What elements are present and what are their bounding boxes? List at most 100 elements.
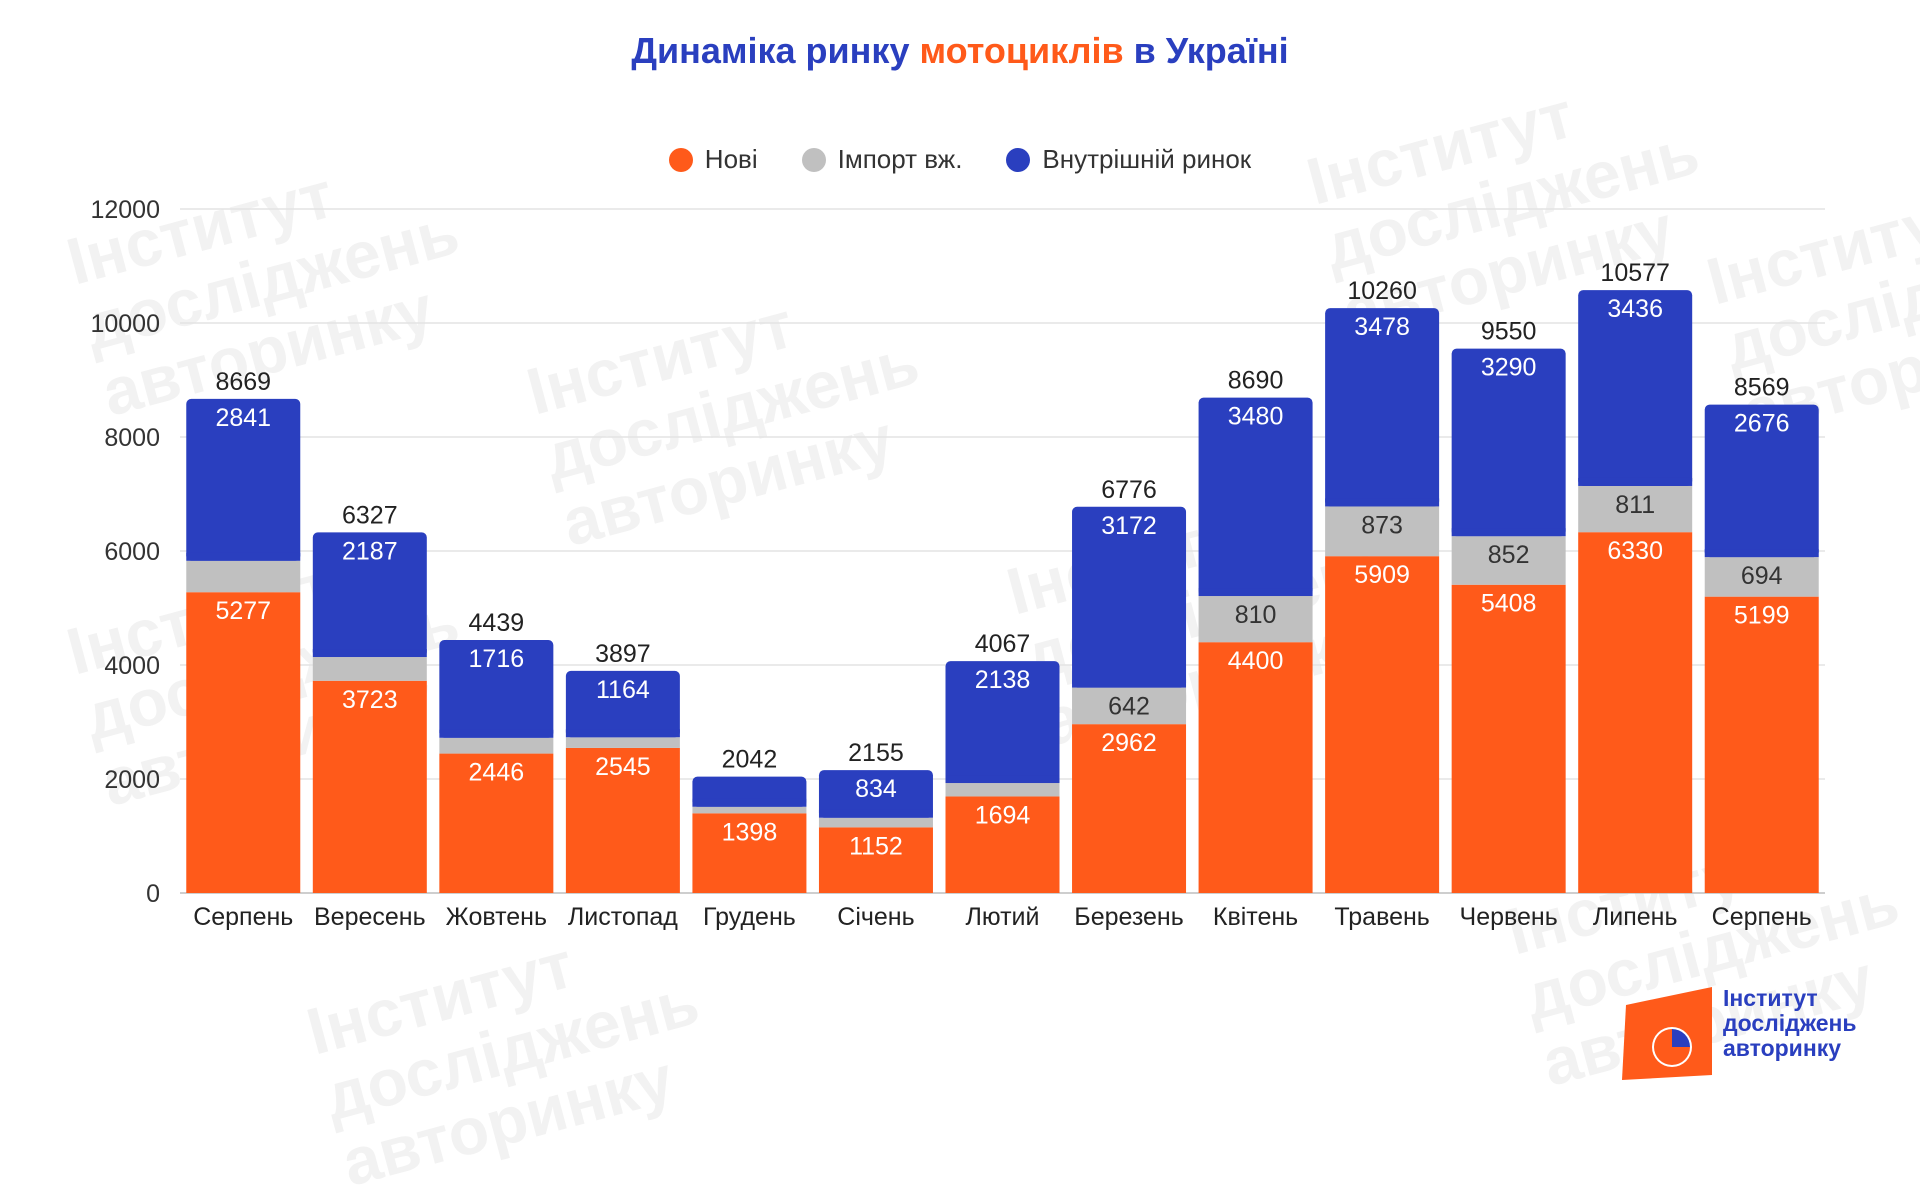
bar-segment-patch	[1451, 528, 1566, 537]
legend-item-new: Нові	[668, 144, 758, 175]
bar-data-label: 5199	[1734, 602, 1790, 630]
legend-label-new: Нові	[704, 144, 758, 174]
x-tick-label: Квітень	[1213, 903, 1298, 931]
bar-segment	[818, 770, 933, 818]
bar-segment	[945, 661, 1060, 784]
bar-segment	[312, 680, 427, 893]
bar-segment	[1325, 506, 1440, 557]
bar-segment	[186, 592, 301, 893]
bar-segment-patch	[818, 809, 933, 818]
bar-data-label: 642	[1108, 693, 1150, 721]
bar-total-label: 10577	[1600, 259, 1670, 287]
bar-total-label: 6327	[342, 501, 398, 529]
bar-data-label: 3723	[342, 686, 398, 714]
x-tick-label: Січень	[837, 903, 914, 931]
y-tick-label: 10000	[90, 310, 160, 338]
y-tick-label: 0	[146, 880, 160, 908]
legend: Нові Імпорт вж. Внутрішній ринок	[0, 144, 1920, 175]
bar-data-label: 834	[855, 775, 897, 803]
bar-total-label: 4439	[469, 609, 525, 637]
y-tick-label: 8000	[104, 424, 160, 452]
bar-data-label: 1694	[975, 801, 1031, 829]
bar-segment	[186, 560, 301, 593]
bar-segment	[1451, 348, 1566, 537]
logo-line1: Інститут	[1723, 985, 1818, 1011]
x-tick-label: Лютий	[966, 903, 1040, 931]
logo-line3: авторинку	[1723, 1035, 1842, 1061]
bar-data-label: 3478	[1354, 313, 1410, 341]
bar-segment-patch	[1325, 498, 1440, 507]
bar-total-label: 4067	[975, 630, 1031, 658]
bar-data-label: 1716	[469, 645, 525, 673]
bar-data-label: 5277	[215, 597, 271, 625]
bar-total-label: 8569	[1734, 374, 1790, 402]
bar-data-label: 3480	[1228, 403, 1284, 431]
bar-segment-patch	[186, 552, 301, 561]
x-tick-label: Вересень	[314, 903, 426, 931]
bar-segment	[1325, 308, 1440, 507]
y-tick-label: 12000	[90, 196, 160, 224]
bar-segment	[565, 747, 680, 893]
bar-data-label: 1152	[849, 832, 903, 860]
y-tick-label: 4000	[104, 652, 160, 680]
bar-data-label: 694	[1741, 562, 1783, 590]
logo-text: Інститут досліджень авторинку	[1723, 986, 1857, 1061]
bar-segment	[1578, 532, 1693, 893]
chart-title: Динаміка ринку мотоциклів в Україні	[0, 30, 1920, 72]
legend-dot-import-icon	[801, 147, 826, 172]
bar-data-label: 6330	[1607, 537, 1663, 565]
bar-total-label: 9550	[1481, 318, 1537, 346]
bar-segment-patch	[439, 729, 554, 738]
bar-segment	[945, 796, 1060, 893]
bar-segment	[1578, 290, 1693, 486]
bar-total-label: 2155	[848, 739, 904, 767]
x-tick-label: Червень	[1460, 903, 1558, 931]
bar-segment	[312, 657, 427, 681]
bar-data-label: 2446	[469, 759, 525, 787]
bar-total-label: 6776	[1101, 476, 1157, 504]
bar-data-label: 2138	[975, 666, 1031, 694]
stacked-bar-chart: 0 2000 4000 6000 8000 10000 12000 5277 2841 8669 С…	[90, 196, 1825, 931]
x-tick-label: Жовтень	[446, 903, 547, 931]
bar-segment	[1198, 596, 1313, 643]
legend-label-domestic: Внутрішній ринок	[1042, 144, 1252, 174]
bar-data-label: 4400	[1228, 647, 1284, 675]
bar-segment	[565, 670, 680, 738]
bar-data-label: 3436	[1607, 295, 1663, 323]
bar-segment	[439, 753, 554, 893]
y-tick-label: 2000	[104, 766, 160, 794]
bar-total-label: 8690	[1228, 367, 1284, 395]
legend-item-import: Імпорт вж.	[801, 144, 962, 175]
bar-segment	[565, 737, 680, 748]
title-highlight: мотоциклів	[919, 30, 1124, 71]
bar-segment-patch	[1198, 588, 1313, 597]
bar-segment	[1451, 584, 1566, 893]
bar-data-label: 1164	[596, 676, 650, 704]
legend-dot-domestic-icon	[1006, 147, 1031, 172]
bar-data-label: 810	[1235, 601, 1277, 629]
bar-segment	[312, 532, 427, 658]
x-tick-label: Серпень	[193, 903, 293, 931]
bar-segment	[818, 817, 933, 828]
bar-total-label: 3897	[595, 640, 651, 668]
x-tick-label: Травень	[1334, 903, 1429, 931]
x-tick-label: Березень	[1074, 903, 1184, 931]
bar-data-label: 2187	[342, 537, 398, 565]
bar-data-label: 811	[1615, 491, 1655, 519]
bar-segment	[1704, 596, 1819, 893]
bar-data-label: 873	[1361, 511, 1403, 539]
bar-data-label: 2676	[1734, 410, 1790, 438]
x-tick-label: Серпень	[1712, 903, 1812, 931]
bar-segment	[1072, 687, 1187, 725]
bar-data-label: 2962	[1101, 729, 1157, 757]
bar-total-label: 10260	[1347, 277, 1417, 305]
logo-line2: досліджень	[1723, 1010, 1857, 1036]
bar-segment	[439, 639, 554, 738]
bar-segment	[1072, 724, 1187, 893]
bar-data-label: 2841	[215, 404, 271, 432]
bar-segment	[818, 827, 933, 893]
bar-segment	[1072, 506, 1187, 688]
title-part1: Динаміка ринку	[631, 30, 920, 71]
bar-data-label: 3290	[1481, 354, 1537, 382]
bar-total-label: 2042	[722, 746, 778, 774]
